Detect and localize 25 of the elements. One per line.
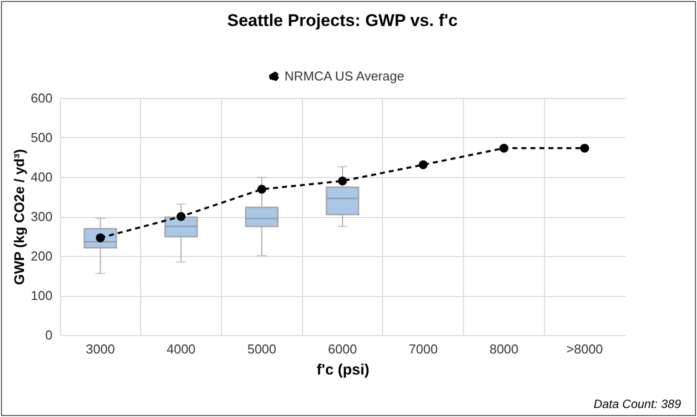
- point: [338, 176, 347, 186]
- legend-label: NRMCA US Average: [284, 68, 404, 84]
- x-tick-label: 4000: [166, 342, 196, 356]
- x-tick-label: 7000: [408, 342, 438, 356]
- x-tick-label: 6000: [328, 342, 357, 356]
- text: Data Count: 389: [594, 397, 681, 411]
- x-axis-title: f'c (psi): [316, 362, 370, 378]
- point: [418, 160, 428, 170]
- y-tick-label: 600: [30, 90, 52, 106]
- point: [580, 144, 590, 153]
- x-tick-label: >8000: [566, 342, 603, 356]
- point: [176, 212, 186, 221]
- x-tick-label: 5000: [247, 342, 276, 356]
- y-tick-label: 200: [30, 248, 52, 264]
- y-tick-label: 500: [30, 130, 52, 145]
- chart-title: Seattle Projects: GWP vs. f'c: [227, 11, 458, 30]
- y-tick-label: 0: [45, 328, 52, 342]
- y-tick-label: 300: [30, 209, 52, 224]
- x-tick-label: 8000: [489, 342, 518, 356]
- point: [499, 144, 508, 153]
- y-axis-title: GWP (kg CO2e / yd³): [10, 149, 27, 285]
- point: [257, 184, 266, 194]
- y-tick-label: 100: [30, 288, 52, 303]
- x-tick-label: 3000: [86, 342, 115, 356]
- y-tick-label: 400: [30, 170, 52, 184]
